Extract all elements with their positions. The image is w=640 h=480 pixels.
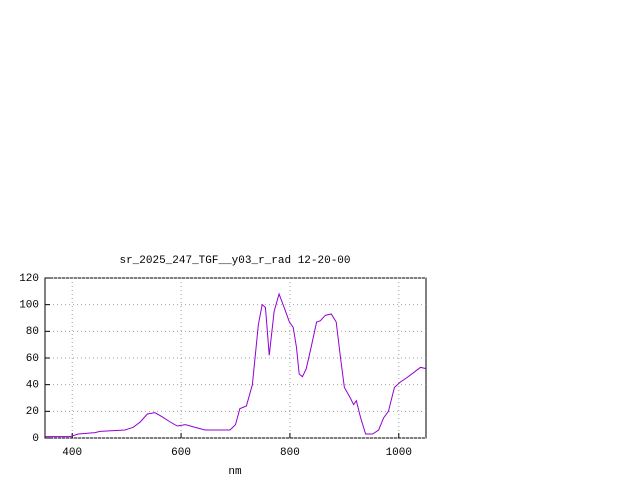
x-tick-label: 400 — [62, 447, 82, 459]
x-tick-label: 1000 — [386, 447, 412, 459]
y-tick-label: 20 — [26, 406, 39, 418]
y-tick-label: 80 — [26, 326, 39, 338]
x-axis-label: nm — [228, 466, 242, 478]
data-line — [45, 292, 427, 438]
y-tick-label: 100 — [19, 300, 39, 312]
y-tick-label: 60 — [26, 353, 39, 365]
plot-frame — [44, 277, 427, 439]
chart-title: sr_2025_247_TGF__y03_r_rad 12-20-00 — [119, 255, 350, 267]
x-tick-label: 600 — [171, 447, 191, 459]
y-tick-label: 120 — [19, 273, 39, 285]
x-tick-label: 800 — [280, 447, 300, 459]
y-tick-label: 40 — [26, 380, 39, 392]
y-tick-label: 0 — [32, 433, 39, 445]
